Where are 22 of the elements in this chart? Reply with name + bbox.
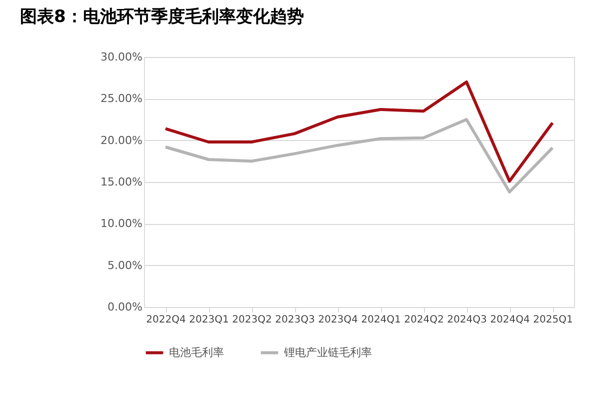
legend-label: 锂电产业链毛利率 bbox=[283, 346, 372, 359]
x-tick-label: 2025Q1 bbox=[533, 314, 573, 326]
line-series bbox=[164, 118, 554, 194]
x-tick-label: 2023Q3 bbox=[275, 314, 315, 326]
line-series bbox=[164, 80, 554, 183]
x-tick-label: 2024Q4 bbox=[490, 314, 530, 326]
x-tick-label: 2024Q2 bbox=[404, 314, 444, 326]
chart-title: 图表8：电池环节季度毛利率变化趋势 bbox=[20, 7, 304, 27]
x-tick-label: 2023Q4 bbox=[318, 314, 358, 326]
y-tick-label: 10.00% bbox=[100, 217, 142, 230]
legend-label: 电池毛利率 bbox=[169, 346, 224, 359]
y-tick-label: 25.00% bbox=[100, 92, 142, 106]
y-tick-label: 20.00% bbox=[100, 134, 142, 147]
x-tick-label: 2023Q1 bbox=[189, 314, 229, 326]
y-tick-label: 0.00% bbox=[108, 300, 142, 314]
x-tick-label: 2024Q3 bbox=[447, 314, 487, 326]
x-tick-label: 2022Q4 bbox=[146, 314, 186, 326]
x-tick-label: 2024Q1 bbox=[361, 314, 401, 326]
y-tick-label: 5.00% bbox=[108, 258, 142, 272]
y-tick-label: 30.00% bbox=[100, 50, 142, 64]
y-tick-label: 15.00% bbox=[100, 176, 142, 188]
x-tick-label: 2023Q2 bbox=[232, 314, 272, 326]
